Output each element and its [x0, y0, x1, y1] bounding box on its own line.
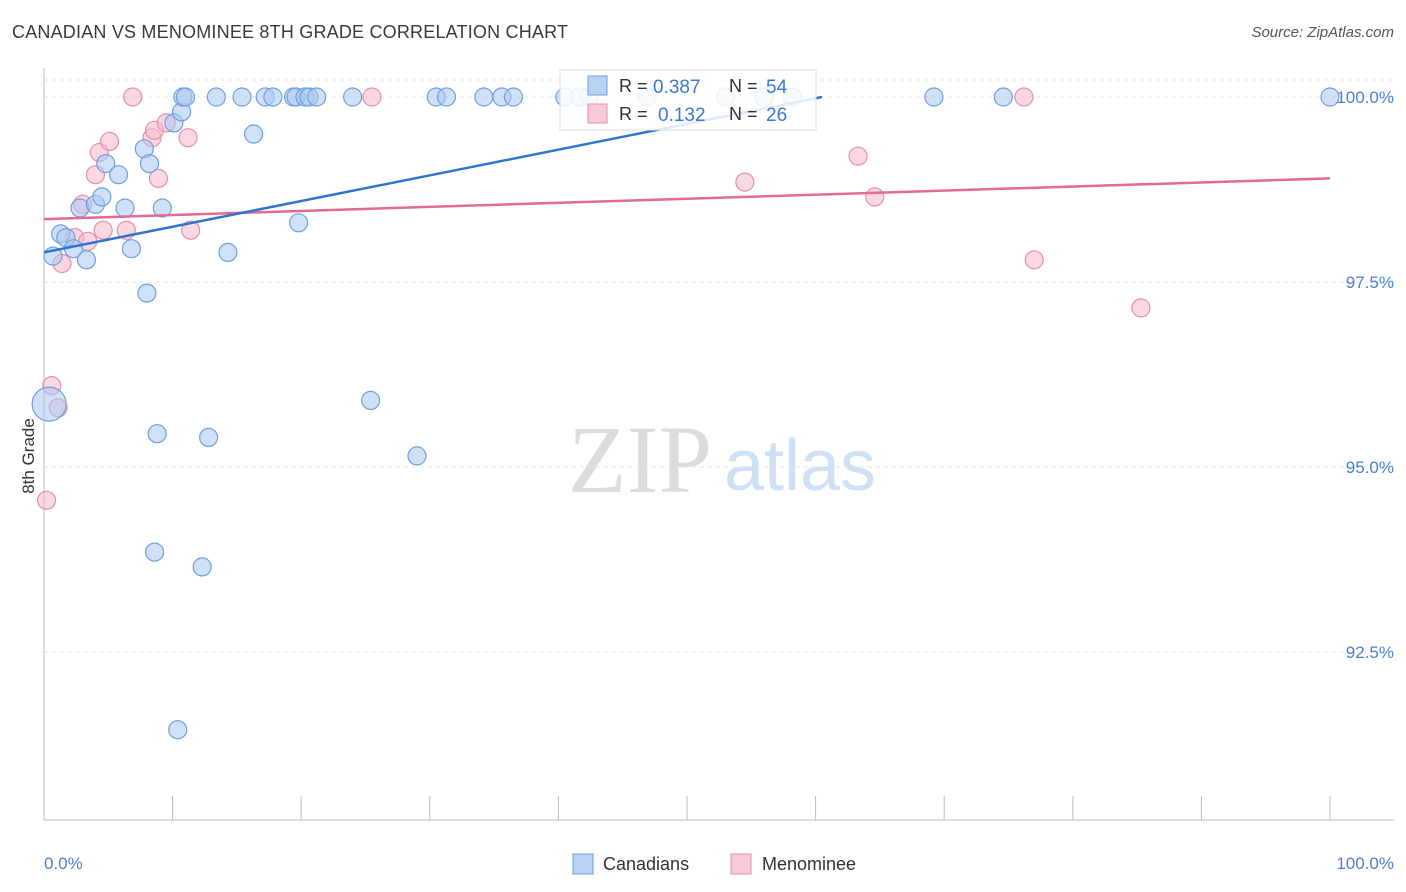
canadians-point-11	[115, 198, 135, 218]
x-tick-label-100: 100.0%	[1336, 854, 1394, 873]
y-tick-label-0: 92.5%	[1346, 643, 1394, 662]
canadians-point-42	[436, 87, 457, 107]
menominee-r-label: R =	[619, 104, 648, 124]
canadians-point-12	[121, 239, 142, 259]
canadians-point-6	[76, 250, 97, 270]
axes: 92.5% 95.0% 97.5% 100.0%	[43, 68, 1394, 821]
menominee-r-value: 0.132	[658, 105, 706, 126]
menominee-point-12	[123, 87, 143, 107]
canadians-point-8	[92, 187, 112, 207]
menominee-point-9	[99, 131, 120, 151]
stats-legend: R = 0.387 N = 54 R = 0.132 N = 26	[559, 69, 817, 131]
canadians-point-0	[31, 386, 67, 422]
canadians-point-27	[218, 242, 238, 262]
canadians-point-45	[503, 87, 523, 107]
menominee-point-22	[865, 187, 885, 207]
y-tick-label-2: 97.5%	[1346, 273, 1394, 292]
y-tick-label-1: 95.0%	[1346, 458, 1394, 477]
canadians-point-26	[206, 87, 226, 107]
canadians-point-55	[1320, 87, 1340, 107]
canadians-point-34	[289, 213, 309, 233]
menominee-point-24	[1024, 250, 1044, 270]
canadians-point-9	[96, 154, 116, 174]
y-axis-title: 8th Grade	[19, 418, 38, 494]
canadians-n-label: N =	[729, 76, 758, 96]
legend-swatch-canadians	[572, 853, 594, 875]
watermark-atlas: atlas	[724, 426, 876, 506]
canadians-point-39	[361, 390, 381, 410]
canadians-point-37	[307, 87, 327, 107]
legend-label-canadians: Canadians	[603, 854, 689, 874]
source-label: Source: ZipAtlas.com	[1251, 24, 1394, 41]
canadians-point-43	[474, 87, 494, 107]
watermark-zip: ZIP	[568, 406, 712, 513]
legend-swatch-menominee	[730, 853, 752, 875]
menominee-point-19	[362, 87, 382, 107]
canadians-point-54	[993, 87, 1013, 107]
canadians-point-23	[175, 87, 196, 107]
canadians-point-38	[343, 87, 363, 107]
menominee-point-17	[178, 128, 198, 148]
menominee-n-label: N =	[729, 104, 758, 124]
canadians-n-value: 54	[766, 77, 788, 98]
menominee-point-18	[181, 220, 201, 240]
menominee-point-20	[735, 172, 755, 192]
canadians-point-31	[263, 87, 283, 107]
menominee-point-21	[848, 146, 868, 166]
canadians-point-53	[924, 87, 944, 107]
menominee-point-25	[1131, 298, 1151, 318]
canadians-r-label: R =	[619, 76, 648, 96]
canadians-point-28	[232, 87, 252, 107]
menominee-point-15	[148, 168, 169, 188]
y-tick-label-3: 100.0%	[1336, 88, 1394, 107]
canadians-point-14	[137, 283, 157, 303]
canadians-point-15	[139, 154, 160, 174]
grid-lines	[44, 79, 1394, 653]
canadians-point-25	[199, 427, 219, 447]
canadians-point-16	[144, 542, 165, 562]
menominee-point-0	[36, 490, 57, 510]
x-tick-label-0: 0.0%	[44, 854, 83, 873]
legend-label-menominee: Menominee	[762, 854, 856, 874]
canadians-point-40	[407, 446, 427, 466]
canadians-point-21	[168, 720, 188, 740]
canadians-legend-swatch	[587, 75, 608, 96]
menominee-legend-swatch	[587, 103, 608, 124]
canadians-point-17	[147, 424, 167, 444]
canadians-r-value: 0.387	[653, 77, 701, 98]
series-legend: Canadians Menominee	[572, 853, 856, 875]
canadians-point-18	[152, 198, 172, 218]
canadians-point-29	[244, 124, 264, 144]
chart-title: CANADIAN VS MENOMINEE 8TH GRADE CORRELAT…	[12, 22, 569, 42]
menominee-point-23	[1014, 87, 1034, 107]
menominee-trend-line	[43, 177, 1331, 221]
menominee-n-value: 26	[766, 105, 787, 126]
menominee-point-10	[93, 220, 113, 240]
canadians-point-24	[192, 557, 212, 577]
canadians-point-10	[108, 165, 129, 185]
